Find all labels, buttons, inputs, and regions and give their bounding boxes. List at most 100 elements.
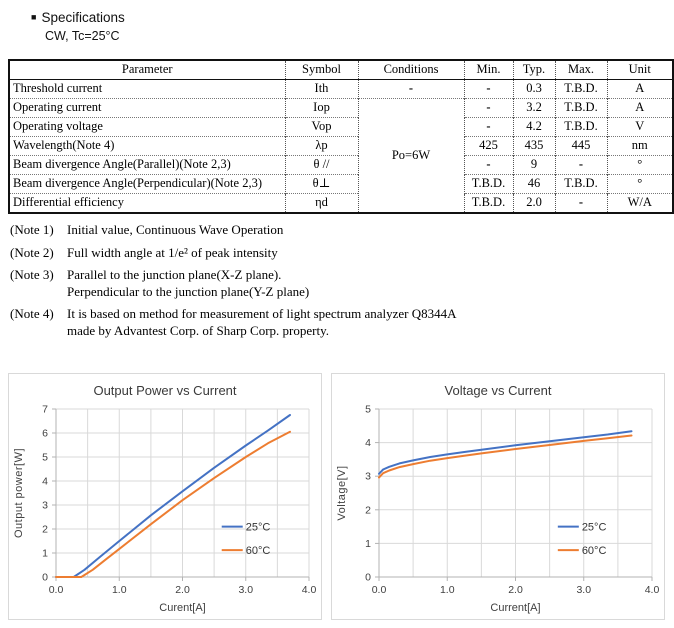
- svg-text:0: 0: [365, 572, 371, 584]
- svg-text:4: 4: [42, 476, 48, 488]
- charts-row: 0 1 2 3 4 5 6 7 0.0 1.0 2.0 3.0 4.0 25°C 60°C Output Po…: [8, 373, 674, 620]
- output-power-plot: 0 1 2 3 4 5 6 7 0.0 1.0 2.0 3.0 4.0 25°C 60°C Output Po…: [13, 383, 317, 614]
- svg-text:3.0: 3.0: [238, 584, 253, 596]
- col-header-parameter: Parameter: [9, 60, 285, 80]
- voltage-vs-current-chart: 0 1 2 3 4 5 0.0 1.0 2.0 3.0 4.0 25°C 60°C Voltage vs …: [331, 373, 665, 620]
- svg-text:Voltage vs Current: Voltage vs Current: [445, 383, 552, 398]
- note-3: (Note 3) Parallel to the junction plane(…: [10, 267, 674, 300]
- parameter-cell: Operating current: [9, 98, 285, 118]
- table-row: Operating voltage Vop - 4.2 T.B.D. V: [9, 117, 673, 137]
- svg-text:5: 5: [365, 404, 371, 416]
- parameter-cell: Differential efficiency: [9, 193, 285, 213]
- voltage-plot: 0 1 2 3 4 5 0.0 1.0 2.0 3.0 4.0 25°C 60°C Voltage vs …: [336, 383, 660, 614]
- svg-text:2: 2: [365, 504, 371, 516]
- parameter-cell: Beam divergence Angle(Perpendicular)(Not…: [9, 174, 285, 194]
- col-header-max: Max.: [554, 60, 607, 80]
- svg-text:2: 2: [42, 524, 48, 536]
- unit-cell: nm: [606, 136, 673, 156]
- table-row: Threshold current Ith - - 0.3 T.B.D. A: [9, 79, 673, 99]
- unit-cell: °: [606, 155, 673, 175]
- svg-text:25°C: 25°C: [246, 521, 271, 533]
- svg-text:3: 3: [365, 471, 371, 483]
- col-header-conditions: Conditions: [357, 60, 464, 80]
- max-cell: T.B.D.: [554, 79, 607, 99]
- col-header-typ: Typ.: [512, 60, 555, 80]
- typ-cell: 2.0: [512, 193, 555, 213]
- note-text: Initial value, Continuous Wave Operation: [67, 222, 284, 237]
- note-label: (Note 4): [10, 306, 54, 321]
- svg-text:4: 4: [365, 437, 371, 449]
- typ-cell: 4.2: [512, 117, 555, 137]
- table-row: Wavelength(Note 4) λp 425 435 445 nm: [9, 136, 673, 156]
- svg-text:0.0: 0.0: [372, 584, 387, 596]
- unit-cell: V: [606, 117, 673, 137]
- note-label: (Note 3): [10, 267, 54, 282]
- svg-text:Current[A]: Current[A]: [490, 602, 540, 614]
- svg-text:5: 5: [42, 452, 48, 464]
- unit-cell: A: [606, 98, 673, 118]
- min-cell: -: [463, 155, 513, 175]
- note-2: (Note 2) Full width angle at 1/e² of pea…: [10, 245, 674, 262]
- table-row: Differential efficiency ηd T.B.D. 2.0 - …: [9, 193, 673, 213]
- svg-text:2.0: 2.0: [508, 584, 523, 596]
- note-4: (Note 4) It is based on method for measu…: [10, 306, 674, 339]
- max-cell: 445: [554, 136, 607, 156]
- svg-text:Output Power vs Current: Output Power vs Current: [93, 383, 236, 398]
- doc-header: ■ Specifications CW, Tc=25°C: [0, 0, 674, 43]
- min-cell: T.B.D.: [463, 193, 513, 213]
- svg-text:7: 7: [42, 404, 48, 416]
- typ-cell: 0.3: [512, 79, 555, 99]
- parameter-cell: Wavelength(Note 4): [9, 136, 285, 156]
- min-cell: -: [463, 117, 513, 137]
- svg-text:Curent[A]: Curent[A]: [159, 602, 205, 614]
- section-title: Specifications: [41, 10, 125, 25]
- conditions-cell: -: [357, 79, 464, 99]
- parameter-cell: Beam divergence Angle(Parallel)(Note 2,3…: [9, 155, 285, 175]
- square-bullet-icon: ■: [31, 12, 37, 22]
- symbol-cell: Iop: [284, 98, 358, 118]
- max-cell: T.B.D.: [554, 174, 607, 194]
- max-cell: -: [554, 155, 607, 175]
- svg-text:1: 1: [42, 548, 48, 560]
- svg-text:1: 1: [365, 538, 371, 550]
- svg-text:1.0: 1.0: [112, 584, 127, 596]
- symbol-cell: Ith: [284, 79, 358, 99]
- note-label: (Note 2): [10, 244, 54, 260]
- max-cell: T.B.D.: [554, 117, 607, 137]
- svg-text:1.0: 1.0: [440, 584, 455, 596]
- typ-cell: 46: [512, 174, 555, 194]
- typ-cell: 9: [512, 155, 555, 175]
- note-label: (Note 1): [10, 222, 54, 237]
- svg-text:4.0: 4.0: [645, 584, 660, 596]
- svg-text:0: 0: [42, 572, 48, 584]
- notes-section: (Note 1) Initial value, Continuous Wave …: [10, 222, 674, 339]
- min-cell: T.B.D.: [463, 174, 513, 194]
- unit-cell: W/A: [606, 193, 673, 213]
- min-cell: -: [463, 98, 513, 118]
- symbol-cell: λp: [284, 136, 358, 156]
- note-text: It is based on method for measurement of…: [67, 306, 457, 321]
- typ-cell: 3.2: [512, 98, 555, 118]
- svg-text:0.0: 0.0: [49, 584, 64, 596]
- table-row: Beam divergence Angle(Perpendicular)(Not…: [9, 174, 673, 194]
- table-header-row: Parameter Symbol Conditions Min. Typ. Ma…: [9, 60, 673, 80]
- note-text: made by Advantest Corp. of Sharp Corp. p…: [67, 322, 329, 338]
- max-cell: -: [554, 193, 607, 213]
- svg-text:4.0: 4.0: [302, 584, 317, 596]
- symbol-cell: θ //: [284, 155, 358, 175]
- test-condition-subtitle: CW, Tc=25°C: [45, 29, 120, 43]
- section-title-line: ■ Specifications: [31, 10, 674, 25]
- symbol-cell: Vop: [284, 117, 358, 137]
- note-text: Perpendicular to the junction plane(Y-Z …: [67, 283, 310, 299]
- specifications-table: Parameter Symbol Conditions Min. Typ. Ma…: [8, 59, 674, 214]
- symbol-cell: ηd: [284, 193, 358, 213]
- parameter-cell: Operating voltage: [9, 117, 285, 137]
- svg-text:Voltage[V]: Voltage[V]: [336, 465, 348, 520]
- output-power-vs-current-chart: 0 1 2 3 4 5 6 7 0.0 1.0 2.0 3.0 4.0 25°C 60°C Output Po…: [8, 373, 322, 620]
- conditions-merged-cell: Po=6W: [357, 98, 464, 213]
- min-cell: -: [463, 79, 513, 99]
- note-text: Full width angle at 1/e² of peak intensi…: [67, 244, 278, 260]
- table-row: Operating current Iop Po=6W - 3.2 T.B.D.…: [9, 98, 673, 213]
- unit-cell: A: [606, 79, 673, 99]
- col-header-unit: Unit: [606, 60, 673, 80]
